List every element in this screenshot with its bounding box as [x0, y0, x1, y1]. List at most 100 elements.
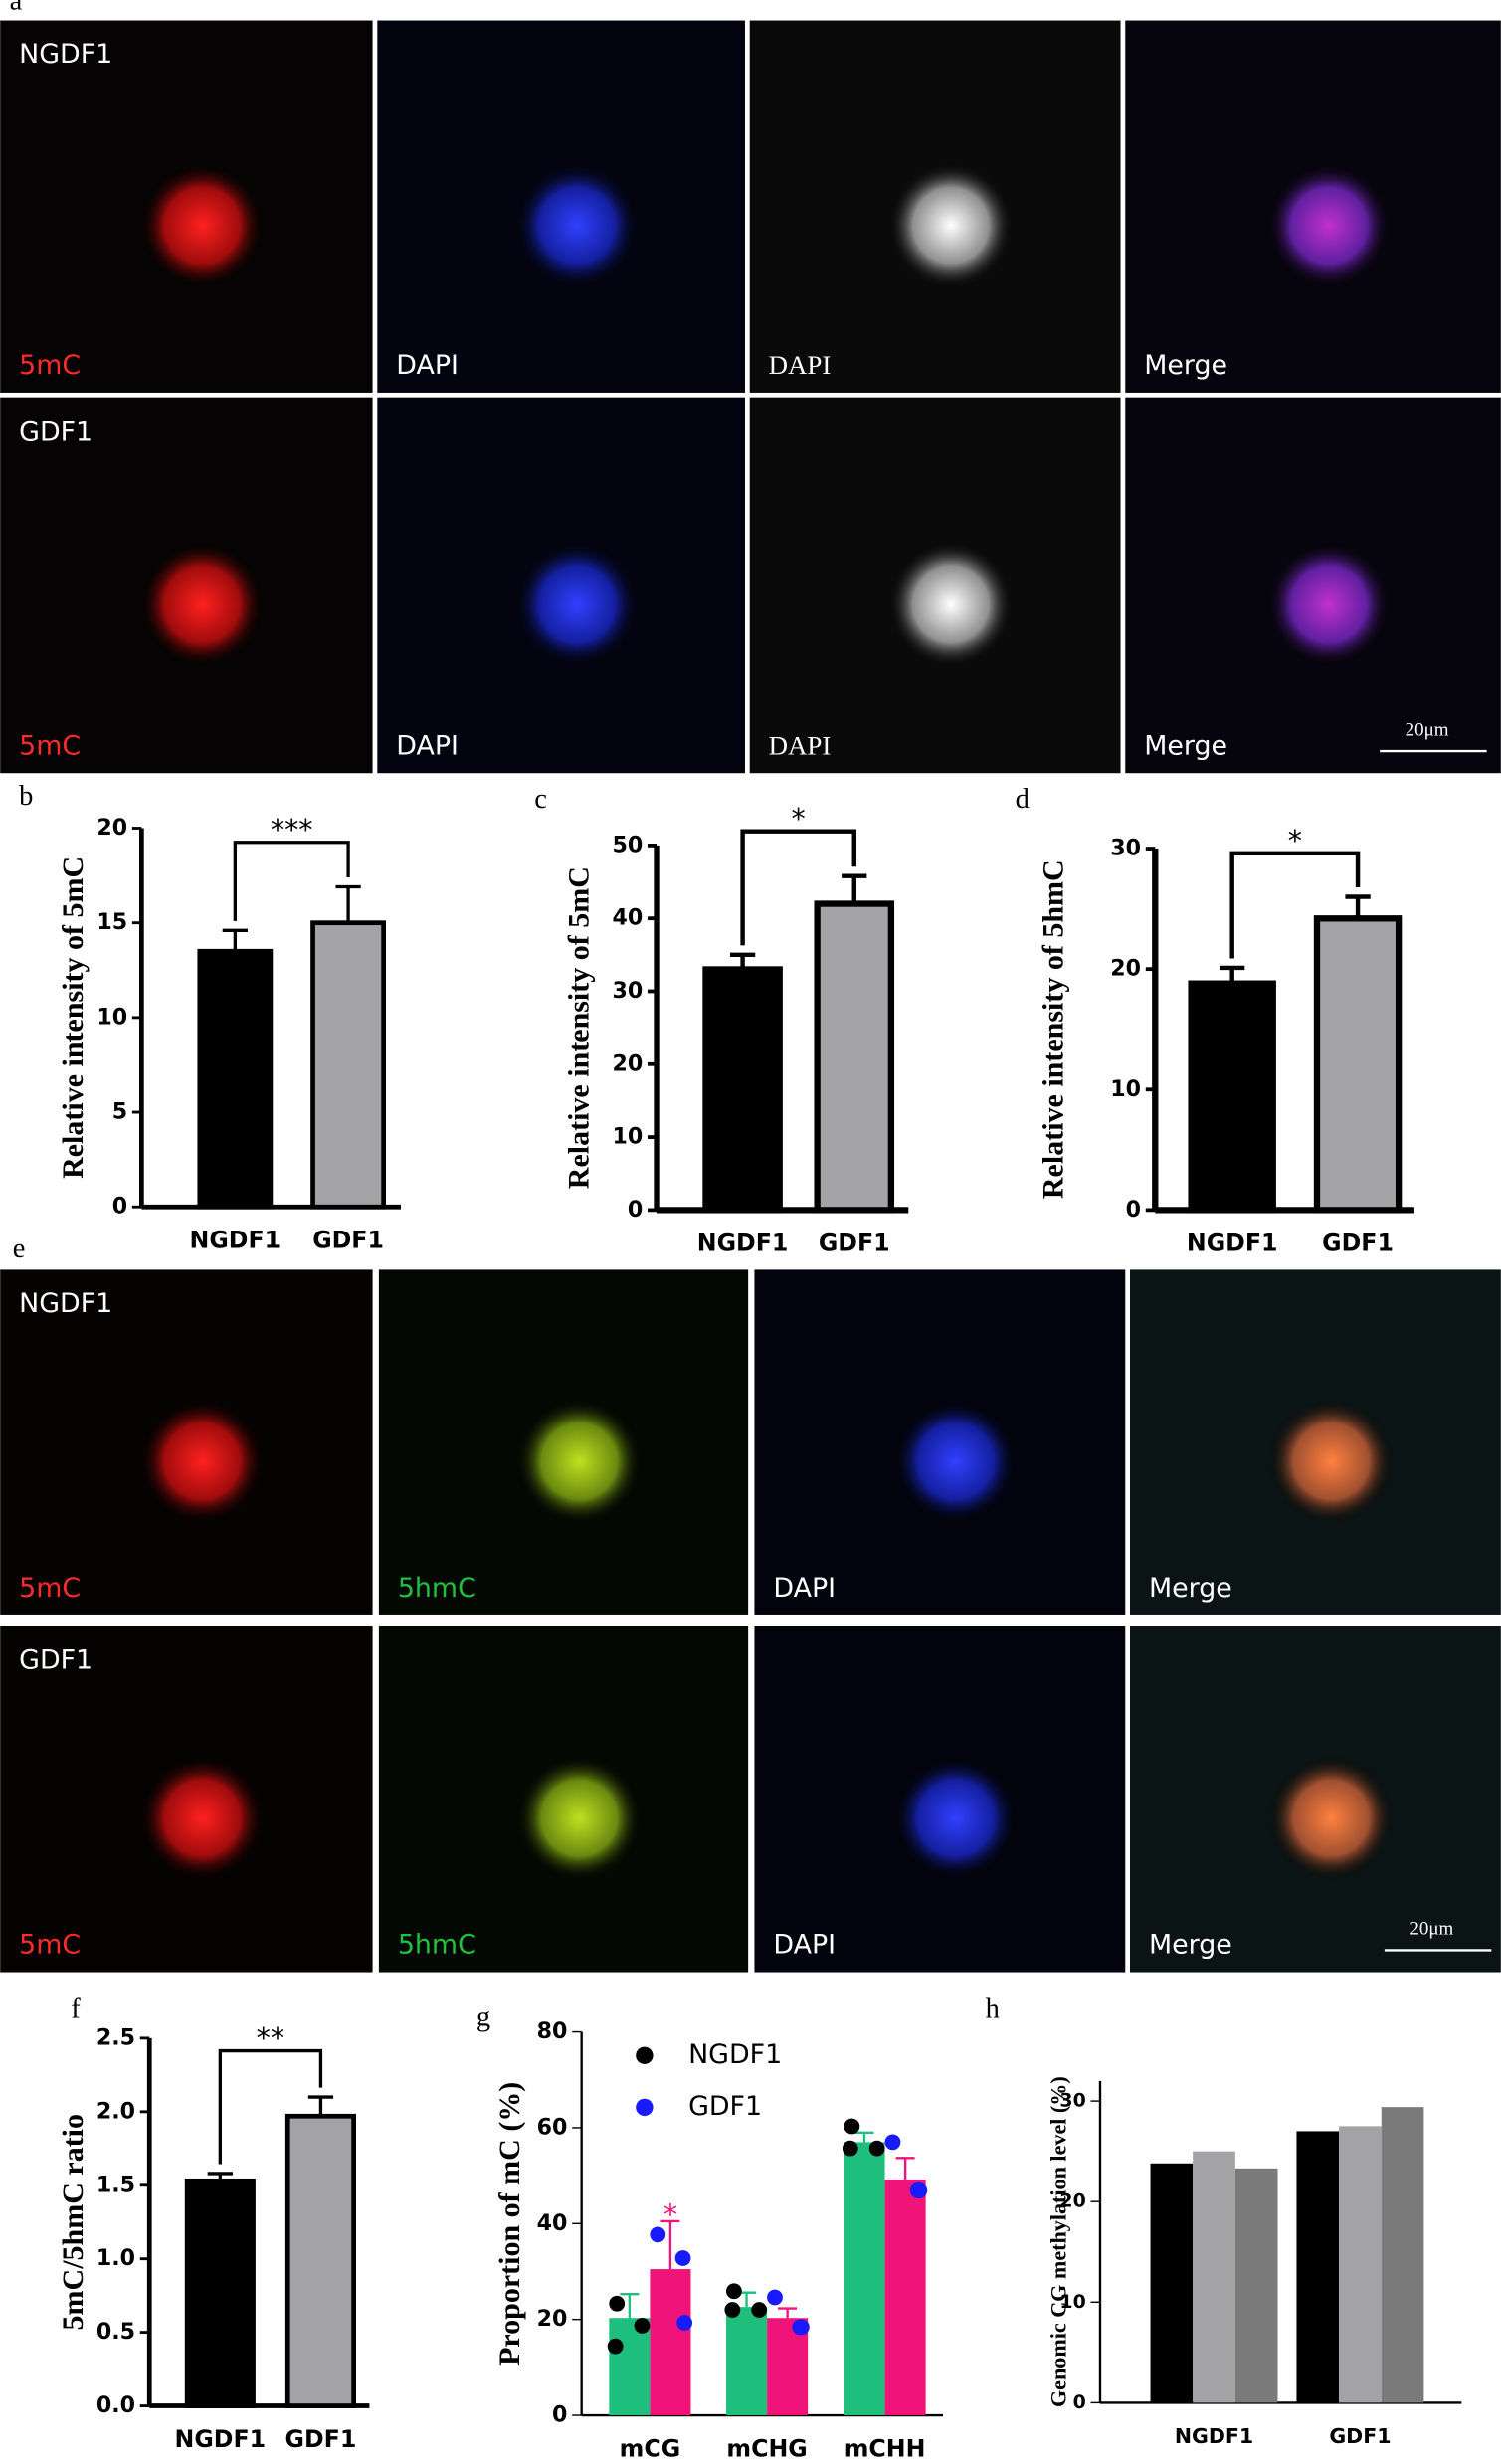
scale-bar-label: 20μm	[1406, 719, 1449, 740]
data-point	[767, 2289, 783, 2306]
bar	[310, 920, 387, 1210]
bar	[650, 2269, 691, 2416]
channel-label: 5mC	[19, 1573, 81, 1604]
y-tick-label: 20	[537, 2306, 568, 2332]
panel-letter: a	[10, 0, 23, 16]
y-tick-label: 10	[96, 1004, 127, 1030]
significance-bracket	[233, 841, 350, 921]
y-tick-label: 2.5	[96, 2024, 135, 2050]
y-axis-label: Proportion of mC (%)	[493, 2082, 526, 2366]
channel-label: Merge	[1144, 730, 1227, 761]
y-tick-label: 0	[628, 1197, 643, 1223]
legend-label: NGDF1	[688, 2039, 782, 2070]
data-point	[868, 2140, 885, 2157]
y-tick-label: 30	[1059, 2090, 1085, 2112]
y-axis-label: Relative intensity of 5mC	[563, 866, 596, 1189]
y-tick-label: 0.5	[96, 2319, 135, 2345]
panel-letter: g	[476, 2001, 490, 2032]
cell-signal	[1265, 541, 1393, 667]
bar	[1296, 2131, 1340, 2403]
x-tick-label: GDF1	[1322, 1230, 1394, 1257]
bar	[1381, 2107, 1424, 2403]
channel-label: DAPI	[773, 1930, 836, 1961]
y-tick-label: 20	[1110, 956, 1141, 982]
bar	[1193, 2151, 1235, 2403]
y-tick-label: 80	[537, 2018, 568, 2044]
x-tick-label: NGDF1	[1187, 1230, 1278, 1257]
y-tick-label: 20	[613, 1050, 644, 1076]
cell-signal	[892, 1398, 1019, 1525]
x-tick-label: mCG	[620, 2434, 681, 2462]
channel-label: DAPI	[396, 730, 459, 761]
significance-label: **	[257, 2021, 284, 2054]
y-tick-label: 2.0	[96, 2098, 135, 2124]
y-tick-label: 5	[112, 1099, 127, 1125]
cell-signal	[138, 1398, 266, 1525]
y-tick-label: 60	[537, 2114, 568, 2140]
channel-label: DAPI	[769, 350, 832, 380]
cell-signal	[1265, 162, 1393, 288]
cell-signal	[887, 162, 1015, 288]
channel-label: 5mC	[19, 1930, 81, 1961]
bar	[814, 900, 895, 1214]
data-point	[609, 2295, 626, 2312]
legend-label: GDF1	[688, 2091, 762, 2122]
row-label: GDF1	[19, 416, 93, 447]
bar	[184, 2178, 256, 2408]
y-tick-label: 40	[613, 905, 644, 931]
y-tick-label: 40	[537, 2210, 568, 2236]
cell-signal	[1268, 1755, 1395, 1881]
significance-label: *	[1288, 825, 1302, 857]
panel-letter: c	[534, 784, 547, 815]
x-tick-label: GDF1	[819, 1230, 890, 1257]
y-tick-label: 0	[1073, 2391, 1086, 2413]
channel-label: Merge	[1144, 350, 1227, 381]
y-tick-label: 1.0	[96, 2245, 135, 2271]
panel-letter: f	[71, 1993, 81, 2024]
cell-signal	[138, 1755, 266, 1881]
cell-signal	[892, 1755, 1019, 1881]
x-tick-label: GDF1	[285, 2425, 357, 2453]
y-axis-label: Relative intensity of 5hmC	[1037, 859, 1070, 1199]
channel-label: 5mC	[19, 730, 81, 761]
legend-marker	[636, 2046, 654, 2064]
cell-signal	[516, 1755, 643, 1881]
row-label: GDF1	[19, 1645, 93, 1676]
bar	[284, 2113, 356, 2408]
y-tick-label: 50	[613, 832, 644, 857]
data-point	[751, 2302, 768, 2318]
y-tick-label: 0	[552, 2402, 567, 2428]
bar	[726, 2307, 768, 2416]
y-tick-label: 10	[613, 1124, 644, 1150]
bar	[1188, 980, 1276, 1214]
x-tick-label: mCHH	[844, 2434, 926, 2462]
channel-label: DAPI	[396, 350, 459, 381]
y-tick-label: 0.0	[96, 2392, 135, 2418]
data-point	[634, 2318, 651, 2334]
data-point	[793, 2319, 810, 2336]
significance-bracket	[740, 829, 856, 946]
panel-letter: d	[1016, 784, 1030, 815]
significance-label: *	[663, 2198, 677, 2231]
row-label: NGDF1	[19, 39, 112, 70]
data-point	[884, 2134, 901, 2151]
bar	[609, 2318, 651, 2416]
x-tick-label: GDF1	[312, 1226, 384, 1253]
channel-label: 5mC	[19, 350, 81, 381]
x-tick-label: mCHG	[726, 2434, 807, 2462]
y-tick-label: 20	[96, 815, 127, 841]
data-point	[650, 2226, 666, 2243]
y-tick-label: 20	[1059, 2190, 1085, 2212]
y-tick-label: 15	[96, 909, 127, 935]
data-point	[844, 2118, 860, 2135]
data-point	[911, 2182, 928, 2198]
channel-label: 5hmC	[398, 1573, 476, 1604]
panel-letter: b	[19, 781, 33, 812]
channel-label: 5hmC	[398, 1930, 476, 1961]
panel-letter: h	[986, 1993, 1000, 2024]
bar	[1313, 915, 1403, 1214]
y-axis-label: 5mC/5hmC ratio	[57, 2114, 90, 2330]
y-tick-label: 0	[112, 1194, 127, 1220]
significance-bracket	[218, 2048, 323, 2165]
